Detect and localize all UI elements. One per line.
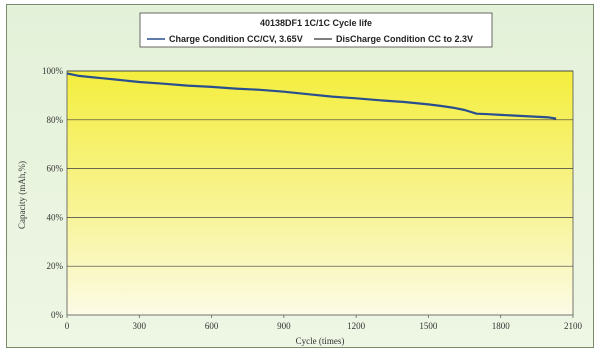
- cycle-life-chart: 0% 20% 40% 60% 80% 100% 0 300 600 900 1200 1500 180…: [17, 12, 583, 346]
- gridlines: [67, 70, 573, 267]
- series-lines: [66, 72, 557, 120]
- legend-entry-charge: Charge Condition CC/CV, 3.65V: [169, 34, 303, 44]
- x-tick-label: 1800: [492, 321, 511, 331]
- x-axis-ticks: 0 300 600 900 1200 1500 1800 2100: [65, 315, 583, 331]
- legend-entry-discharge: DisCharge Condition CC to 2.3V: [336, 34, 473, 44]
- y-tick-label: 60%: [47, 164, 64, 174]
- x-tick-label: 1200: [347, 321, 366, 331]
- chart-frame: 0% 20% 40% 60% 80% 100% 0 300 600 900 1200 1500 180…: [6, 4, 594, 348]
- plot-area: [66, 70, 574, 316]
- y-tick-label: 100%: [42, 66, 64, 76]
- chart-title: 40138DF1 1C/1C Cycle life: [260, 18, 372, 28]
- y-tick-label: 40%: [47, 212, 64, 222]
- y-axis-ticks: 0% 20% 40% 60% 80% 100%: [42, 66, 64, 320]
- y-axis-label: Capacity (mAh,%): [17, 161, 27, 229]
- x-tick-label: 300: [133, 321, 147, 331]
- legend-box: [139, 12, 493, 48]
- legend: 40138DF1 1C/1C Cycle life Charge Conditi…: [139, 12, 493, 48]
- y-tick-label: 0%: [51, 310, 64, 320]
- y-tick-label: 80%: [47, 115, 64, 125]
- x-tick-label: 2100: [564, 321, 583, 331]
- x-axis-label: Cycle (times): [296, 336, 345, 346]
- x-tick-label: 900: [277, 321, 291, 331]
- x-tick-label: 0: [65, 321, 70, 331]
- x-tick-label: 600: [205, 321, 219, 331]
- y-tick-label: 20%: [47, 261, 64, 271]
- x-tick-label: 1500: [419, 321, 438, 331]
- series-line-0: [66, 72, 557, 120]
